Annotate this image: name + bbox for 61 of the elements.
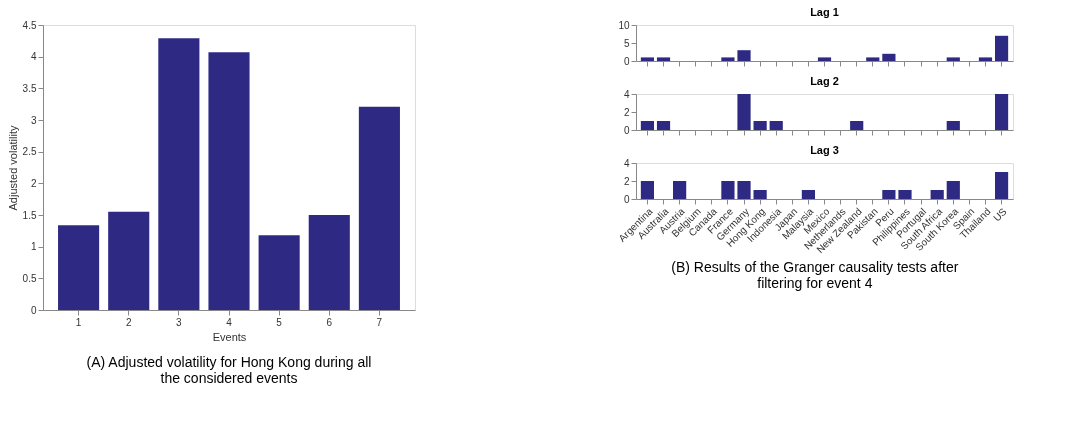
bar	[898, 190, 912, 199]
y-tick-label: 2	[623, 106, 630, 118]
bar	[737, 181, 751, 199]
x-tick-label: 2	[125, 316, 132, 328]
x-tick-label: US	[991, 205, 1009, 224]
y-tick-label: 3.5	[22, 82, 37, 94]
bar	[737, 50, 751, 61]
bar	[673, 181, 687, 199]
bar	[308, 215, 350, 310]
bar	[866, 57, 880, 61]
y-tick-label: 1.5	[22, 209, 37, 221]
x-tick-label: 5	[276, 316, 283, 328]
bar	[930, 190, 944, 199]
bar	[978, 57, 993, 61]
y-tick-label: 4	[623, 157, 630, 169]
y-tick-label: 0	[30, 304, 37, 316]
bar	[994, 172, 1009, 199]
y-tick-label: 0	[623, 193, 630, 205]
y-tick-label: 4	[30, 51, 37, 63]
y-tick-label: 2	[623, 175, 630, 187]
y-tick-label: 5	[623, 37, 630, 49]
bar	[753, 190, 767, 199]
bar	[208, 52, 250, 310]
text: (A) Adjusted volatility for Hong Kong during all the considered events	[86, 354, 372, 386]
chart-title: Lag 1	[810, 6, 839, 18]
y-tick-label: 4	[623, 88, 630, 100]
x-tick-label: 4	[226, 316, 233, 328]
bar	[108, 211, 150, 310]
y-tick-label: 0.5	[22, 272, 37, 284]
bar	[656, 57, 671, 61]
bar	[946, 57, 960, 61]
text: (B) Results of the Granger causality tests after filtering for event 4	[671, 259, 959, 292]
bar	[817, 57, 832, 61]
bar	[882, 53, 896, 61]
bar	[721, 57, 735, 61]
bar	[882, 190, 896, 199]
chart-title: Lag 3	[810, 144, 839, 156]
y-tick-label: 0	[623, 124, 630, 136]
bar	[358, 106, 400, 310]
bar	[640, 57, 655, 61]
y-tick-label: 3	[30, 114, 37, 126]
y-tick-label: 4.5	[22, 19, 37, 31]
y-tick-label: 10	[618, 19, 630, 31]
bar	[994, 35, 1009, 61]
chart-title: Lag 2	[810, 75, 839, 87]
x-tick-label: 7	[376, 316, 383, 328]
y-tick-label: 0	[623, 55, 630, 67]
y-tick-label: 2	[30, 177, 37, 189]
x-tick-label: 3	[176, 316, 183, 328]
x-tick-label: 6	[326, 316, 333, 328]
bar	[721, 181, 735, 199]
x-axis-title: Events	[212, 330, 247, 343]
y-tick-label: 2.5	[22, 146, 37, 158]
bar	[158, 38, 200, 310]
bar	[640, 181, 655, 199]
y-axis-title: Adjusted volatility	[6, 125, 19, 211]
bar	[946, 181, 960, 199]
bar	[258, 235, 300, 310]
x-tick-label: 1	[75, 316, 82, 328]
bar	[801, 190, 815, 199]
bar	[58, 225, 100, 310]
